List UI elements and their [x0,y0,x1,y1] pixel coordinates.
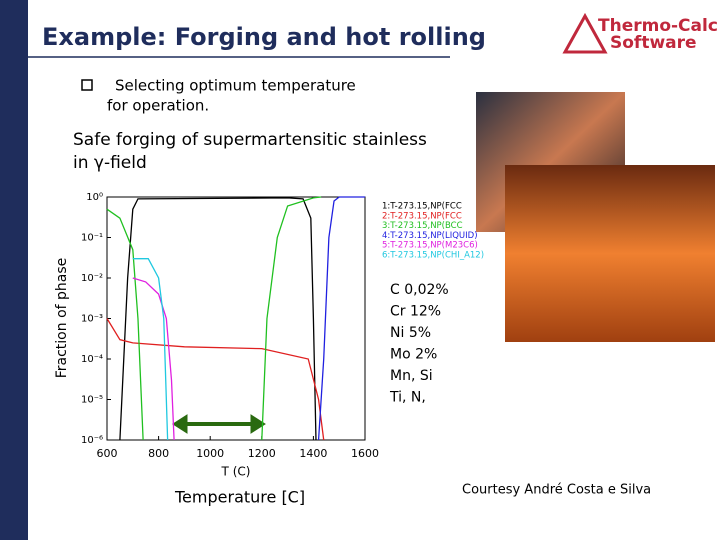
series-line [106,318,325,441]
y-tick-label: 10⁻² [81,273,103,284]
legend-entry: 5:T-273.15,NP(M23C6) [382,241,478,251]
x-axis-label: T (C) [221,465,251,479]
range-arrow [172,414,266,434]
series-line [132,277,175,441]
legend-entry: 1:T-273.15,NP(FCC [382,202,462,212]
y-axis-label: Fraction of phase [54,258,70,379]
x-tick-label: 1200 [248,447,276,460]
composition-line: Cr 12% [390,304,441,320]
x-tick-label: 1600 [351,447,379,460]
bullet-text: for operation. [107,97,209,115]
series-line [106,196,322,441]
composition-line: Ti, N, [389,390,426,406]
legend-entry: 6:T-273.15,NP(CHI_A12) [382,251,484,261]
legend-entry: 2:T-273.15,NP(FCC [382,211,462,221]
slide-title: Example: Forging and hot rolling [42,23,486,51]
composition-line: Mn, Si [390,368,433,384]
side-bar [0,0,28,540]
logo-text: Software [610,33,697,53]
x-tick-label: 1000 [196,447,224,460]
logo-mark [562,12,608,54]
y-tick-label: 10⁻⁶ [81,435,103,446]
x-tick-label: 600 [97,447,118,460]
series-line [132,258,169,441]
y-tick-label: 10⁻⁵ [81,395,103,406]
logo-text: Thermo-Calc [598,16,718,36]
courtesy: Courtesy André Costa e Silva [462,483,651,498]
y-tick-label: 10⁻³ [81,314,103,325]
x-tick-label: 800 [148,447,169,460]
composition-line: Ni 5% [390,325,431,341]
y-tick-label: 10⁰ [86,192,103,203]
composition-line: Mo 2% [390,347,437,363]
y-tick-label: 10⁻¹ [81,233,103,244]
bullet-text: Selecting optimum temperature [115,77,356,95]
x-tick-label: 1400 [299,447,327,460]
photo-rolling [505,165,715,342]
series-line [317,196,365,441]
legend-entry: 4:T-273.15,NP(LIQUID) [382,231,478,241]
temperature-label: Temperature [C] [174,488,305,507]
plot-frame [106,196,366,441]
bullet-icon [81,79,93,91]
subtitle: Safe forging of supermartensitic stainle… [73,130,427,150]
legend-entry: 3:T-273.15,NP(BCC [382,221,463,231]
subtitle: in γ-field [73,153,147,173]
y-tick-label: 10⁻⁴ [81,354,103,365]
series-line [119,197,317,441]
composition-line: C 0,02% [390,282,449,298]
